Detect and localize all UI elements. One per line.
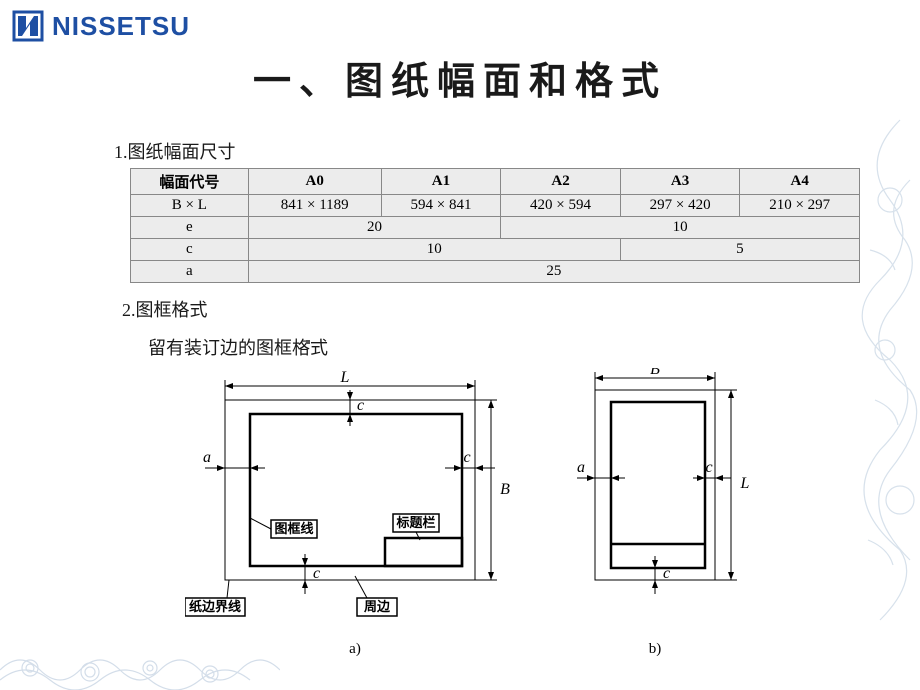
frame-diagram: L B a c c c 图框线 标题栏	[185, 368, 765, 668]
label-margin-area: 周边	[364, 599, 391, 614]
section-1-heading: 1.图纸幅面尺寸	[114, 138, 236, 164]
table-row: c 10 5	[131, 239, 860, 261]
dim-L-right: L	[740, 475, 750, 492]
col-header: A0	[248, 169, 381, 195]
caption-b: b)	[649, 641, 662, 657]
table-cell: 210 × 297	[740, 195, 860, 217]
table-cell: 594 × 841	[381, 195, 501, 217]
dim-B-right: B	[650, 368, 660, 378]
wave-decoration	[0, 630, 280, 690]
logo-icon	[10, 8, 46, 44]
table-cell: 10	[248, 239, 620, 261]
row-label: e	[131, 217, 249, 239]
brand-logo: NISSETSU	[10, 8, 190, 44]
logo-text: NISSETSU	[52, 11, 190, 42]
table-cell: 297 × 420	[620, 195, 740, 217]
margin-c-bot: c	[313, 565, 320, 582]
label-title-block: 标题栏	[395, 515, 435, 530]
table-row: a 25	[131, 261, 860, 283]
section-2-subtext: 留有装订边的图框格式	[148, 334, 328, 360]
table-cell: 841 × 1189	[248, 195, 381, 217]
margin-a: a	[203, 449, 211, 466]
table-row: B × L 841 × 1189 594 × 841 420 × 594 297…	[131, 195, 860, 217]
table-cell: 5	[620, 239, 859, 261]
col-header: 幅面代号	[131, 169, 249, 195]
margin-c-right: c	[463, 449, 470, 466]
col-header: A4	[740, 169, 860, 195]
dim-B: B	[500, 481, 510, 498]
col-header: A2	[501, 169, 621, 195]
section-2-heading: 2.图框格式	[122, 296, 208, 322]
table-cell: 20	[248, 217, 501, 239]
bullet-dot	[306, 340, 310, 344]
table-cell: 10	[501, 217, 860, 239]
margin-c-bot2: c	[663, 565, 670, 582]
margin-c-right2: c	[705, 459, 712, 476]
page-title: 一、图纸幅面和格式	[0, 50, 920, 105]
caption-a: a)	[349, 641, 361, 657]
label-frame-line: 图框线	[274, 521, 313, 536]
table-cell: 420 × 594	[501, 195, 621, 217]
table-header-row: 幅面代号 A0 A1 A2 A3 A4	[131, 169, 860, 195]
paper-size-table: 幅面代号 A0 A1 A2 A3 A4 B × L 841 × 1189 594…	[130, 168, 860, 283]
row-label: a	[131, 261, 249, 283]
table-cell: 25	[248, 261, 859, 283]
row-label: c	[131, 239, 249, 261]
table-row: e 20 10	[131, 217, 860, 239]
margin-a-right: a	[577, 459, 585, 476]
label-paper-edge: 纸边界线	[189, 599, 241, 614]
col-header: A1	[381, 169, 501, 195]
dim-L: L	[340, 369, 350, 386]
margin-c-top: c	[357, 397, 364, 414]
row-label: B × L	[131, 195, 249, 217]
col-header: A3	[620, 169, 740, 195]
